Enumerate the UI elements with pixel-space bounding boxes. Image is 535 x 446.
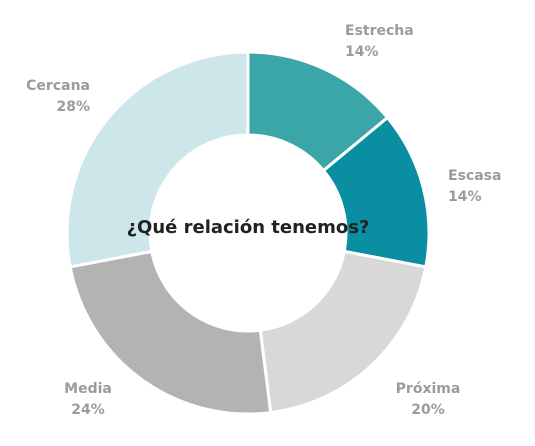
- slice-label-estrecha: Estrecha: [345, 23, 414, 39]
- chart-title: ¿Qué relación tenemos?: [127, 217, 370, 238]
- slice-value-cercana: 28%: [56, 99, 90, 115]
- donut-slices: [65, 50, 431, 416]
- slice-value-estrecha: 14%: [345, 44, 379, 60]
- slice-value-media: 24%: [71, 402, 105, 418]
- slice-media: [68, 249, 273, 416]
- slice-value-próxima: 20%: [411, 402, 445, 418]
- slice-label-cercana: Cercana: [26, 78, 90, 94]
- slice-labels: Estrecha 14% Escasa 14% Próxima 20% Media 24% Ce…: [26, 23, 501, 418]
- slice-cercana: [65, 50, 250, 269]
- slice-label-próxima: Próxima: [396, 381, 461, 397]
- slice-label-media: Media: [64, 381, 112, 397]
- slice-value-escasa: 14%: [448, 189, 482, 205]
- slice-label-escasa: Escasa: [448, 168, 501, 184]
- slice-próxima: [258, 249, 428, 415]
